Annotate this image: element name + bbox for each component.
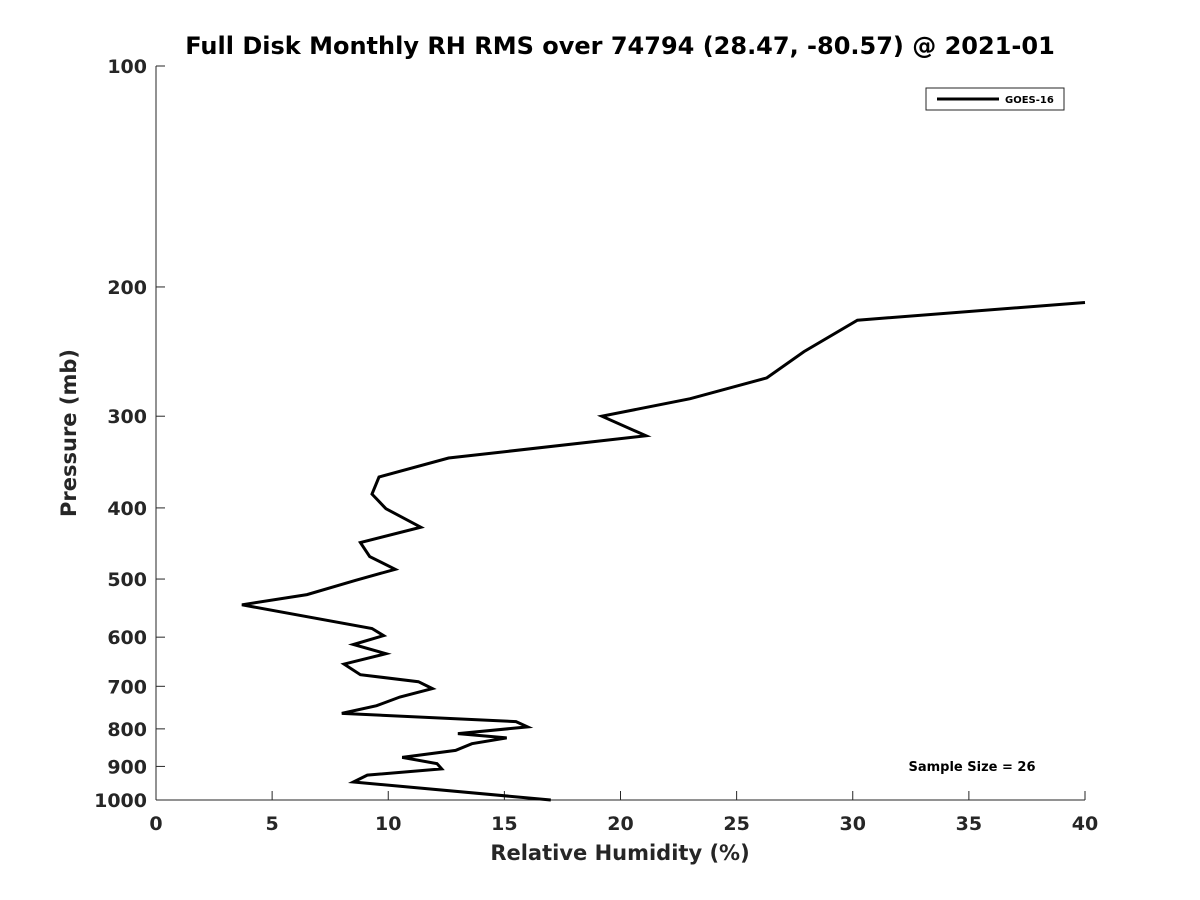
plot-area: 0 5 10 15 20 25 30 35 40 100 200 300 400 500 600 700 80…: [94, 56, 1098, 835]
x-tick-label-20: 20: [607, 813, 633, 835]
y-tick-label-900: 900: [107, 756, 147, 778]
y-tick-label-1000: 1000: [94, 790, 147, 812]
x-axis-label: Relative Humidity (%): [490, 841, 749, 865]
legend: GOES-16: [925, 87, 1065, 111]
chart-title: Full Disk Monthly RH RMS over 74794 (28.…: [185, 32, 1055, 60]
x-tick-label-10: 10: [375, 813, 401, 835]
y-tick-label-300: 300: [107, 406, 147, 428]
x-tick-label-30: 30: [840, 813, 866, 835]
x-tick-label-15: 15: [491, 813, 517, 835]
x-ticks: 0 5 10 15 20 25 30 35 40: [149, 791, 1098, 835]
sample-size-annotation: Sample Size = 26: [908, 760, 1035, 775]
y-axis-label: Pressure (mb): [57, 349, 81, 517]
x-tick-label-25: 25: [723, 813, 749, 835]
x-tick-label-40: 40: [1072, 813, 1098, 835]
legend-label-goes-16: GOES-16: [1005, 95, 1054, 106]
y-tick-label-600: 600: [107, 627, 147, 649]
series-layer: [241, 301, 1086, 802]
x-tick-label-5: 5: [266, 813, 279, 835]
x-tick-label-35: 35: [956, 813, 982, 835]
y-tick-label-800: 800: [107, 719, 147, 741]
y-tick-label-500: 500: [107, 569, 147, 591]
y-tick-label-100: 100: [107, 56, 147, 78]
y-tick-label-200: 200: [107, 277, 147, 299]
y-tick-label-400: 400: [107, 498, 147, 520]
x-tick-label-0: 0: [149, 813, 162, 835]
y-tick-label-700: 700: [107, 676, 147, 698]
y-ticks: 100 200 300 400 500 600 700 800 900 1000: [94, 56, 165, 812]
series-line-goes-16: [241, 301, 1086, 802]
